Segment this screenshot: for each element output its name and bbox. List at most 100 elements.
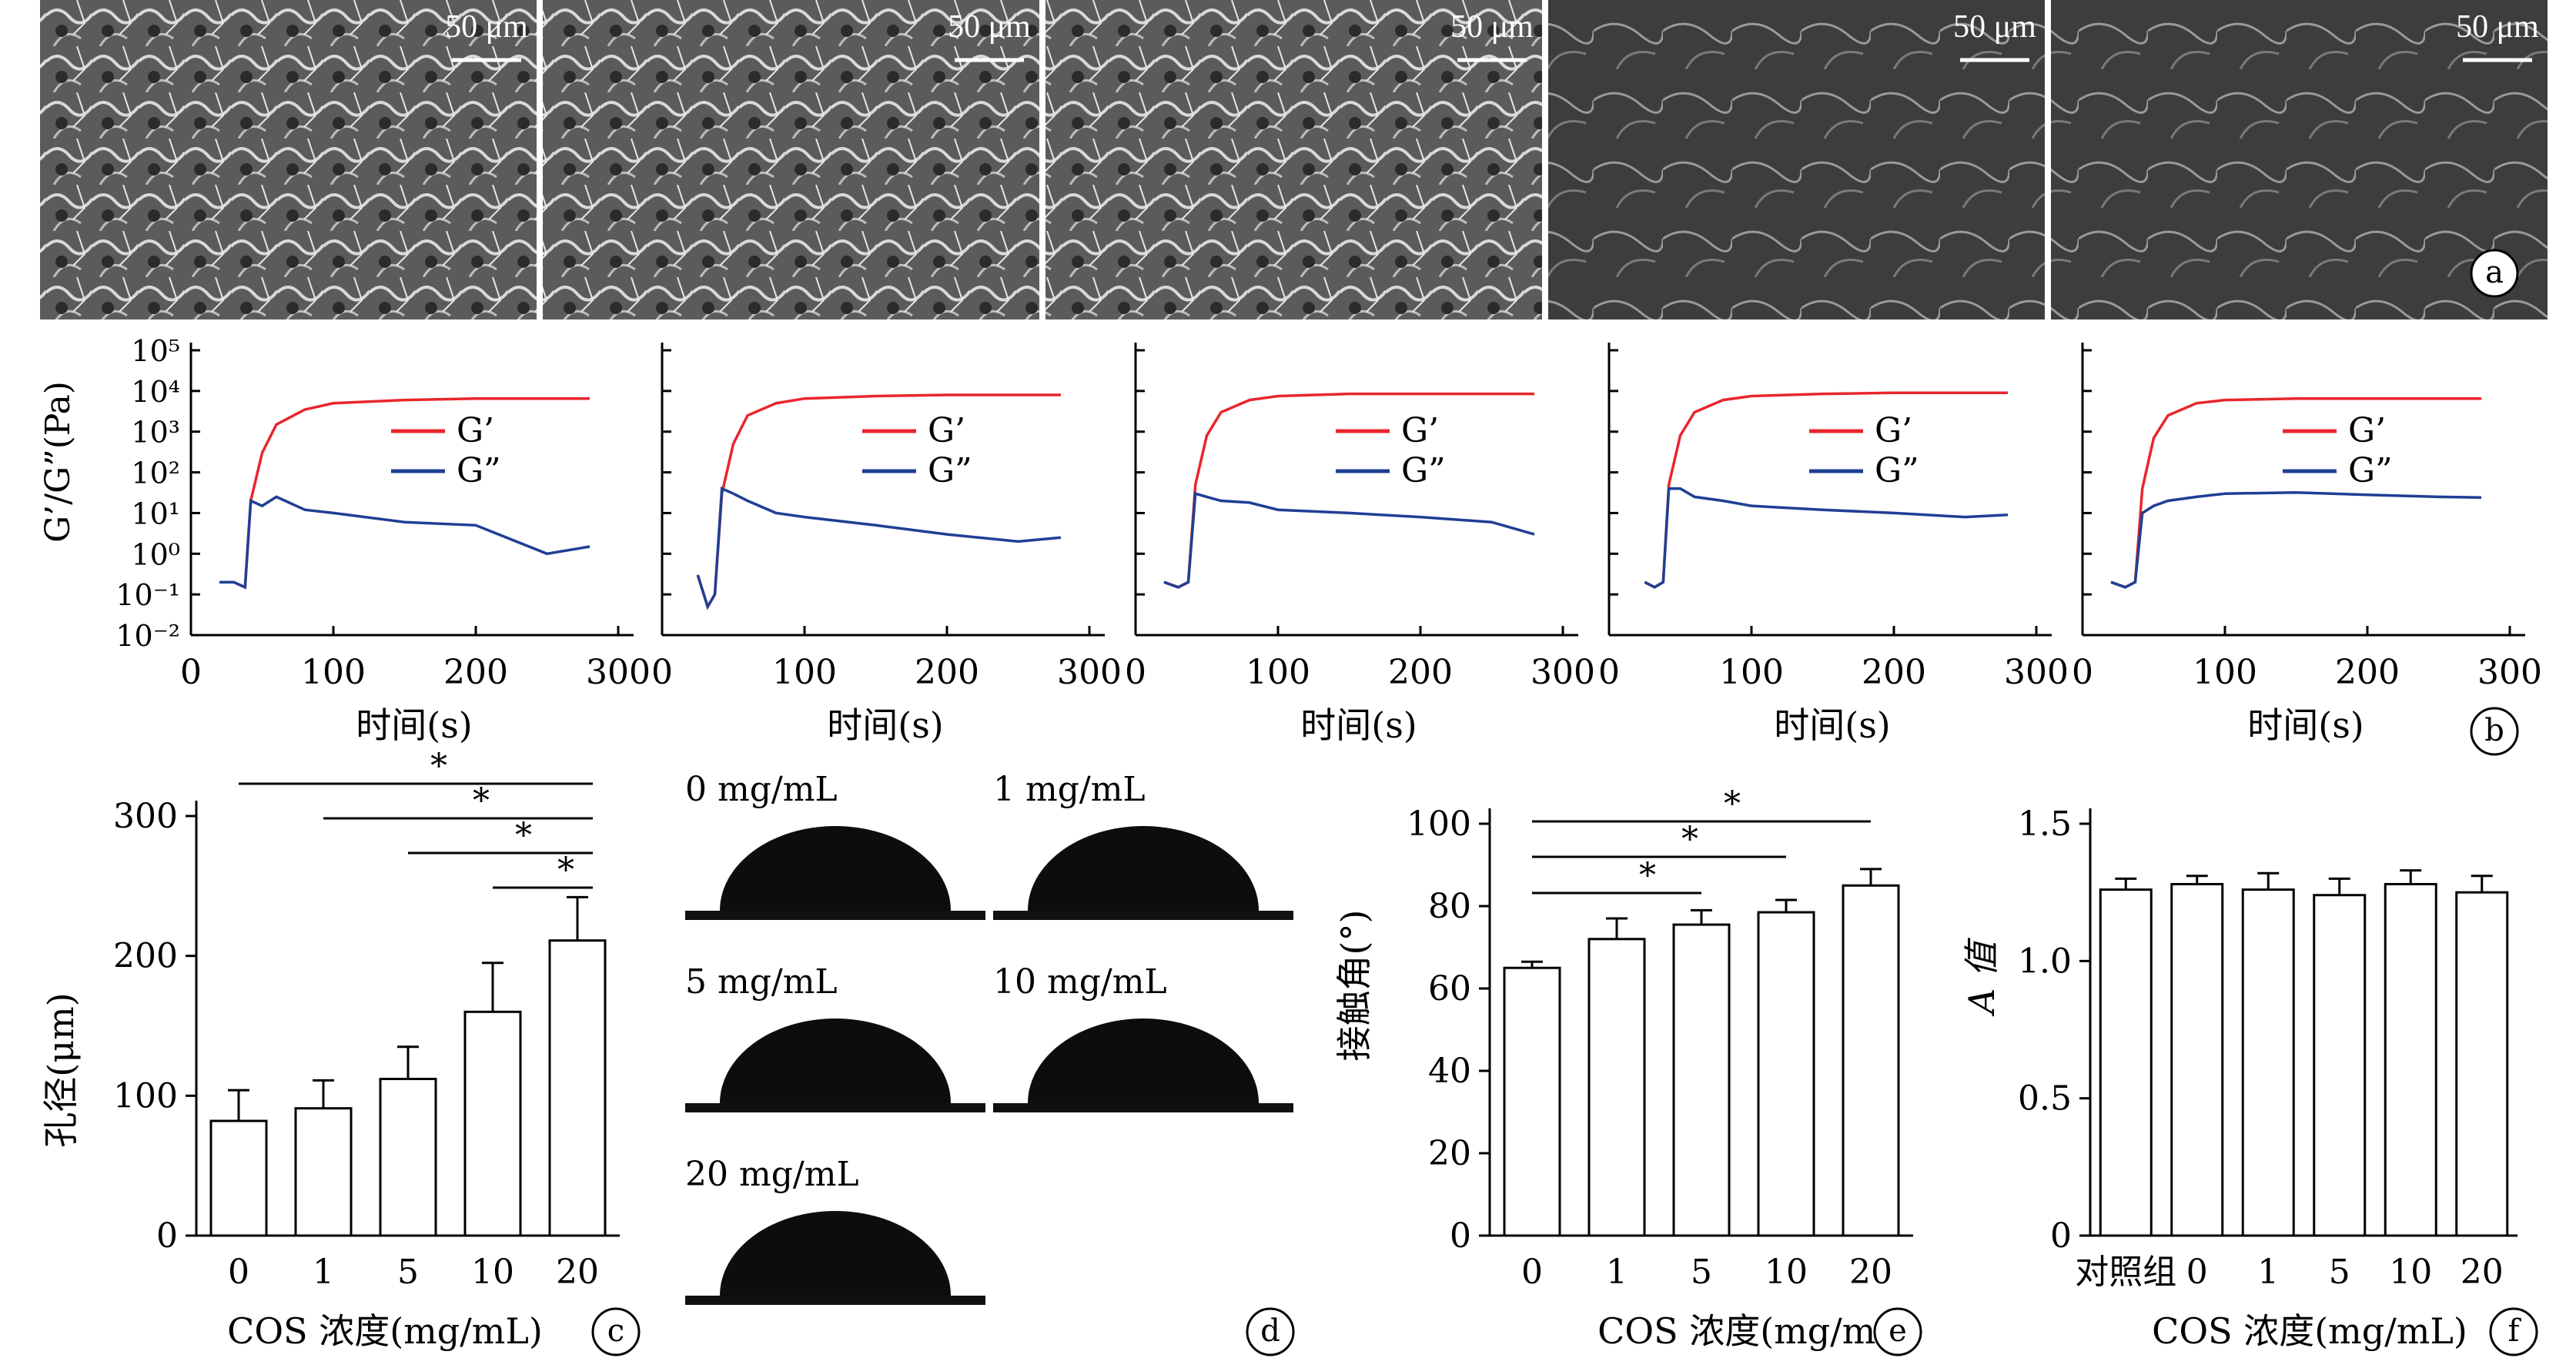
series-g-prime-line [1163,392,1534,589]
rheo-y-tick-label: 10⁻² [115,619,180,653]
bar-category-label: 5 [1691,1253,1712,1292]
droplet-substrate [685,1103,985,1112]
significance-mark: * [1681,820,1698,859]
rheo-x-tick-label: 300 [1531,653,1595,692]
rheo-x-tick-label: 0 [651,653,673,692]
rheo-x-tick-label: 0 [1125,653,1146,692]
rheo-x-tick-label: 100 [1719,653,1784,692]
rheo-y-tick-label: 10⁰ [131,537,180,571]
series-g-prime-line [1644,391,2008,589]
rheo-x-tick-label: 100 [772,653,837,692]
rheo-xlabel: 时间(s) [356,704,473,746]
bar-category-label: 对照组 [2075,1253,2176,1292]
rheo-x-tick-label: 300 [1057,653,1122,692]
legend-label: G’ [1401,411,1439,450]
droplet-shape [1028,1018,1259,1103]
bar [379,1078,437,1237]
significance-mark: * [1639,856,1656,895]
panel-e-letter: e [1889,1313,1907,1349]
legend-label: G” [457,451,501,490]
pore-xlabel: COS 浓度(mg/mL) [227,1310,543,1352]
rheo-x-tick-label: 0 [180,653,202,692]
panel-c-circle [591,1307,641,1356]
legend-label: G’ [2348,411,2386,450]
bar [1757,911,1815,1237]
rheo-xlabel: 时间(s) [1774,704,1891,746]
panel-a-circle [2470,249,2519,298]
bar-category-label: 5 [397,1253,419,1292]
bar-category-label: 0 [1521,1253,1543,1292]
rheo-y-tick-label: 10¹ [131,497,180,530]
contact-xlabel: COS 浓度(mg/mL) [1597,1310,1913,1352]
droplet-substrate [685,1296,985,1305]
significance-mark: * [557,851,574,890]
contact-ylabel: 接触角(°) [1333,910,1375,1062]
rheo-x-tick-label: 100 [1246,653,1310,692]
droplet-substrate [993,1103,1293,1112]
series-g-double-prime-line [1644,487,2009,589]
bar [1842,884,1900,1237]
absorb-ylabel: A 值 [1961,937,2002,1017]
sem-scale-label: 50 μm [948,9,1031,45]
bar [2241,888,2295,1237]
rheo-x-tick-label: 0 [2072,653,2093,692]
droplet-shape [1028,826,1259,911]
panel-a-letter: a [2485,255,2504,290]
bar-y-tick-label: 0.5 [2018,1079,2072,1119]
bar [2455,891,2509,1237]
bar-category-label: 0 [228,1253,249,1292]
rheo-y-tick-label: 10⁴ [131,375,180,409]
bar-y-tick-label: 20 [1428,1134,1471,1173]
rheo-xlabel: 时间(s) [1300,704,1417,746]
panel-f-letter: f [2508,1313,2522,1349]
rheo-x-tick-label: 200 [1388,653,1453,692]
droplet-label: 5 mg/mL [685,962,838,1002]
rheo-y-tick-label: 10⁵ [131,334,180,368]
rheo-x-tick-label: 200 [2335,653,2400,692]
bar [2384,882,2437,1237]
rheology-ylabel: G’/G”(Pa) [38,381,78,543]
series-g-double-prime-line [696,486,1062,610]
significance-mark: * [1724,784,1741,824]
significance-mark: * [430,747,447,786]
bar-y-tick-label: 100 [113,1076,178,1116]
legend-label: G” [928,451,972,490]
droplet-label: 20 mg/mL [685,1155,859,1194]
bar-y-tick-label: 0 [156,1216,178,1256]
bar [2099,888,2153,1237]
sem-scale-label: 50 μm [445,9,528,45]
bar [463,1010,522,1237]
legend-label: G” [1875,451,1919,490]
bar [2170,882,2224,1237]
rheo-x-tick-label: 200 [915,653,979,692]
sem-image-4 [1548,0,2045,319]
rheo-y-tick-label: 10³ [131,416,180,450]
rheo-xlabel: 时间(s) [827,704,944,746]
sem-image-2 [543,0,1039,319]
bar-category-label: 10 [2389,1253,2432,1292]
droplet-label: 0 mg/mL [685,770,838,809]
bar-y-tick-label: 0 [1450,1216,1471,1256]
sem-image-3 [1045,0,1542,319]
panel-c-letter: c [607,1313,624,1349]
bar-y-tick-label: 40 [1428,1052,1471,1091]
significance-mark: * [473,781,490,821]
droplet-substrate [993,911,1293,920]
panel-e-circle [1873,1307,1922,1356]
rheo-x-tick-label: 100 [301,653,366,692]
panel-d-circle [1246,1307,1295,1356]
series-g-double-prime-line [219,495,590,590]
rheo-x-tick-label: 300 [586,653,651,692]
pore-ylabel: 孔径(μm) [40,992,82,1147]
rheo-xlabel: 时间(s) [2247,704,2364,746]
bar-y-tick-label: 1.0 [2018,942,2072,981]
bar [1503,966,1561,1237]
sem-scale-label: 50 μm [1450,9,1534,45]
rheo-x-tick-label: 0 [1598,653,1620,692]
sem-scale-label: 50 μm [2456,9,2539,45]
bar-y-tick-label: 80 [1428,887,1471,926]
bar-y-tick-label: 1.5 [2018,804,2072,844]
droplet-panel: d 0 mg/mL 1 mg/mL 5 mg/mL 10 mg/mL 20 mg/mL [685,770,1295,1356]
